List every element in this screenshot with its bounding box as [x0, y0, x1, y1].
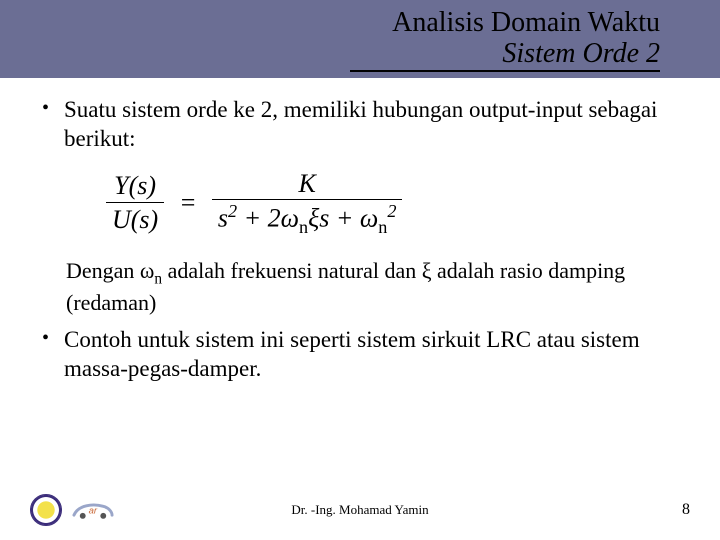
footer: ar Dr. -Ing. Mohamad Yamin 8 — [0, 494, 720, 526]
car-logo-icon: ar — [70, 499, 116, 521]
title-line2: Sistem Orde 2 — [392, 39, 660, 70]
lhs-num: Y(s) — [106, 170, 164, 202]
body: Suatu sistem orde ke 2, memiliki hubunga… — [0, 78, 720, 384]
bullet-1: Suatu sistem orde ke 2, memiliki hubunga… — [36, 96, 684, 154]
equals-sign: = — [171, 188, 206, 218]
formula-lhs: Y(s) U(s) — [106, 170, 164, 236]
title-underline — [350, 70, 660, 72]
rhs-den: s2 + 2ωnξs + ωn2 — [212, 200, 403, 240]
bullet-2: Contoh untuk sistem ini seperti sistem s… — [36, 326, 684, 384]
bullet-list-2: Contoh untuk sistem ini seperti sistem s… — [36, 326, 684, 384]
title-line1: Analisis Domain Waktu — [392, 8, 660, 39]
lhs-den: U(s) — [106, 203, 164, 237]
page-number: 8 — [682, 501, 690, 519]
footer-logos: ar — [30, 494, 116, 526]
bullet-list: Suatu sistem orde ke 2, memiliki hubunga… — [36, 96, 684, 154]
formula-rhs: K s2 + 2ωnξs + ωn2 — [212, 168, 403, 240]
note-text: Dengan ωn adalah frekuensi natural dan ξ… — [66, 257, 684, 316]
formula: Y(s) U(s) = K s2 + 2ωnξs + ωn2 — [106, 168, 684, 240]
university-seal-icon — [30, 494, 62, 526]
rhs-num: K — [212, 168, 403, 200]
slide: Analisis Domain Waktu Sistem Orde 2 Suat… — [0, 0, 720, 540]
car-logo-text: ar — [89, 506, 98, 517]
title-block: Analisis Domain Waktu Sistem Orde 2 — [392, 8, 660, 70]
header-band: Analisis Domain Waktu Sistem Orde 2 — [0, 0, 720, 78]
